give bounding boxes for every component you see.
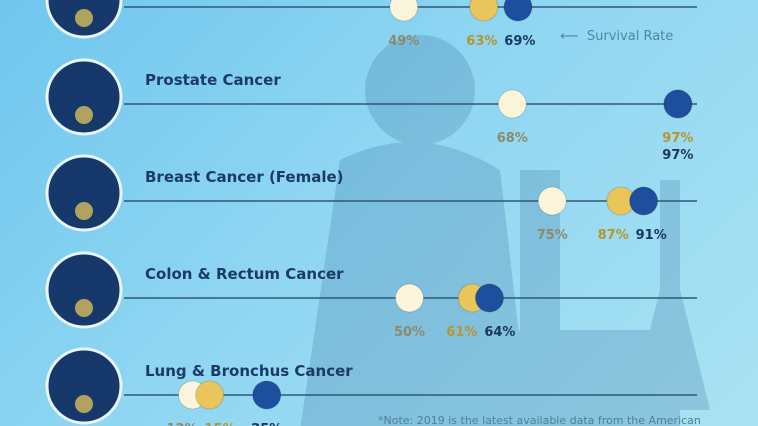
category-label: Breast Cancer (Female) (145, 168, 344, 186)
data-point (537, 186, 567, 216)
data-label: 69% (504, 34, 535, 49)
data-point (503, 0, 533, 22)
data-label: 97% (662, 148, 693, 163)
data-point (663, 89, 693, 119)
data-label: 75% (537, 228, 568, 243)
data-label: 25% (251, 422, 282, 426)
cancer-organ-icon (45, 347, 123, 425)
data-point (389, 0, 419, 22)
category-label: Colon & Rectum Cancer (145, 265, 344, 283)
data-label: 63% (466, 34, 497, 49)
survival-rate-annotation: ⟵ Survival Rate (560, 29, 674, 44)
cancer-organ-icon (45, 251, 123, 329)
data-label: 49% (388, 34, 419, 49)
data-label: 68% (497, 131, 528, 146)
data-point (195, 380, 225, 410)
category-label: Prostate Cancer (145, 71, 281, 89)
organ-highlight (75, 202, 93, 220)
cancer-organ-icon (45, 154, 123, 232)
data-label: 87% (598, 228, 629, 243)
data-point (474, 283, 504, 313)
data-label: 64% (484, 325, 515, 340)
category-label: Lung & Bronchus Cancer (145, 362, 353, 380)
organ-highlight (75, 9, 93, 27)
data-point (497, 89, 527, 119)
organ-highlight (75, 395, 93, 413)
arrow-left-icon: ⟵ (560, 29, 579, 44)
data-label: 61% (446, 325, 477, 340)
organ-highlight (75, 299, 93, 317)
data-label: 15% (205, 422, 236, 426)
data-point (629, 186, 659, 216)
data-point (252, 380, 282, 410)
data-label: 50% (394, 325, 425, 340)
cancer-organ-icon (45, 58, 123, 136)
footnote: *Note: 2019 is the latest available data… (378, 414, 701, 426)
data-point (395, 283, 424, 313)
organ-highlight (75, 106, 93, 124)
data-label: 91% (636, 228, 667, 243)
data-label: 97% (662, 131, 693, 146)
data-point (469, 0, 499, 22)
data-label: 12% (167, 422, 198, 426)
scientist-microscope-silhouette (300, 35, 710, 426)
